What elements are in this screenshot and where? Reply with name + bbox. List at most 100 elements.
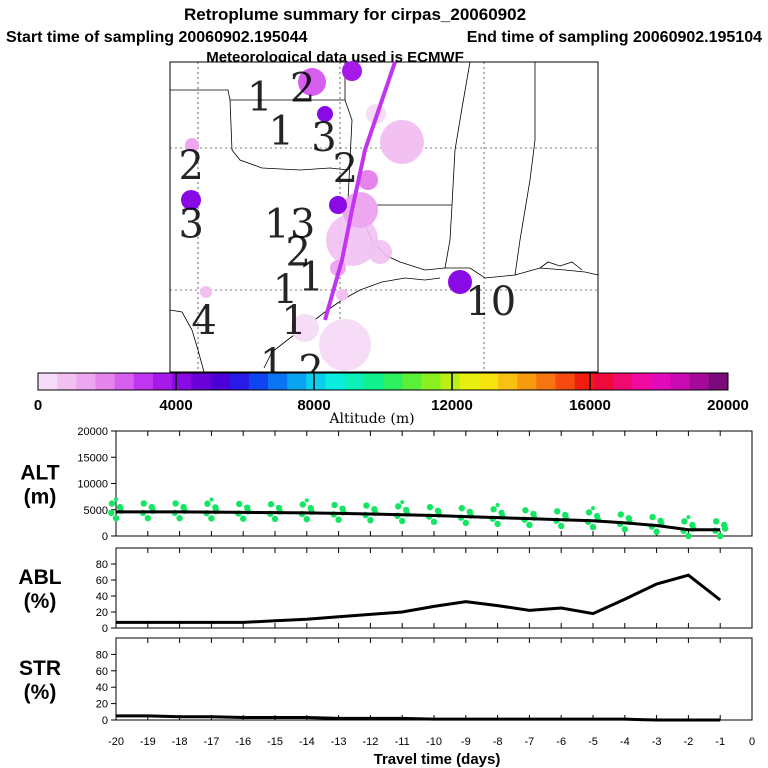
state-border-ms: [451, 61, 471, 206]
alt-scatter-point: [299, 501, 306, 508]
colorbar-cell: [593, 373, 614, 390]
alt-scatter-point: [395, 503, 402, 510]
alt-scatter-point: [303, 516, 310, 523]
y-tick-label: 40: [96, 682, 108, 694]
florida-panhandle: [539, 261, 583, 271]
y-tick-label: 40: [96, 591, 108, 603]
alt-scatter-point: [591, 506, 595, 511]
alt-scatter-point: [236, 500, 243, 508]
state-border-river: [344, 99, 452, 206]
y-tick-label: 0: [102, 715, 108, 727]
colorbar-tick-label: 16000: [569, 397, 611, 414]
colorbar-tick-label: 0: [34, 397, 42, 414]
panel-ylabel: ABL: [18, 566, 61, 589]
alt-scatter-point: [267, 501, 275, 508]
alt-scatter-point: [208, 515, 215, 522]
colorbar-label: Altitude (m): [328, 411, 414, 427]
colorbar-cell: [632, 373, 652, 390]
colorbar-cell: [689, 373, 710, 390]
figure-title: Retroplume summary for cirpas_20060902: [184, 5, 526, 24]
colorbar-cell: [268, 373, 288, 390]
x-tick-label: -9: [461, 736, 471, 748]
x-tick-label: -17: [203, 736, 219, 748]
colorbar-cell: [363, 373, 384, 390]
panel-frame: [115, 637, 753, 721]
alt-scatter-point: [400, 500, 405, 505]
alt-scatter-point: [585, 509, 593, 516]
colorbar-cell: [708, 373, 729, 390]
colorbar-cell: [306, 373, 326, 390]
colorbar-cell: [498, 373, 518, 390]
colorbar-cell: [421, 373, 441, 390]
plume-blob: [342, 61, 362, 81]
time-series-panels: 05000100001500020000ALT(m)020406080ABL(%…: [18, 426, 753, 727]
x-axis-label: Travel time (days): [374, 751, 501, 768]
map-marker-label: 4: [191, 298, 216, 344]
panel-ylabel-unit: (%): [24, 590, 57, 613]
panel-ylabel: STR: [19, 657, 61, 680]
x-tick-label: -13: [331, 736, 347, 748]
alt-scatter-point: [494, 520, 501, 528]
alt-scatter-point: [462, 519, 469, 527]
altitude-colorbar: 0 4000 8000 12000 16000 20000 Altitude (m): [34, 372, 749, 427]
sampling-start: Start time of sampling 20060902.195044: [6, 29, 308, 46]
plume-blob: [336, 289, 348, 301]
alt-scatter-point: [526, 521, 533, 529]
y-tick-label: 0: [102, 623, 108, 635]
alt-scatter-point: [717, 532, 724, 540]
x-tick-label: 0: [749, 736, 755, 748]
map-marker-label: 1: [281, 298, 306, 344]
colorbar-cell: [459, 373, 480, 390]
panel-ylabel-unit: (%): [24, 681, 57, 704]
x-tick-label: -3: [652, 736, 662, 748]
y-tick-label: 80: [96, 559, 108, 571]
y-tick-label: 20: [96, 699, 108, 711]
y-tick-label: 60: [96, 575, 108, 587]
alt-scatter-point: [558, 522, 565, 530]
colorbar-cell: [440, 373, 461, 390]
series-line-str: [116, 714, 721, 722]
x-tick-label: -4: [620, 736, 630, 748]
colorbar-cell: [478, 373, 499, 390]
alt-scatter-point: [617, 511, 624, 518]
colorbar-cell: [383, 373, 403, 390]
x-tick-label: -20: [108, 736, 124, 748]
alt-scatter-point: [331, 501, 338, 509]
x-tick-label: -1: [715, 736, 725, 748]
series-line-alt: [116, 510, 721, 532]
x-tick-label: -14: [299, 736, 315, 748]
colorbar-cell: [613, 373, 633, 390]
plume-blob: [368, 240, 392, 264]
map-marker-label: 2: [333, 146, 358, 192]
plume-blob: [185, 138, 199, 152]
colorbar-cell: [402, 373, 422, 390]
x-tick-label: -19: [140, 736, 156, 748]
rio-grande: [169, 309, 205, 373]
alt-scatter-point: [271, 515, 279, 523]
y-tick-label: 60: [96, 666, 108, 678]
colorbar-cell: [229, 373, 250, 390]
colorbar-ticks: 0 4000 8000 12000 16000 20000: [34, 373, 749, 414]
y-tick-label: 80: [96, 649, 108, 661]
alt-scatter-point: [621, 525, 628, 533]
alt-scatter-point: [240, 515, 247, 522]
x-tick-label: -15: [267, 736, 283, 748]
travel-time-axis: Travel time (days) -20 -19 -18 -17 -16 -15 -14…: [108, 736, 755, 768]
colorbar-cell: [574, 373, 595, 390]
map-marker-label: 1: [273, 267, 298, 313]
map-frame: [169, 61, 599, 373]
alt-scatter-point: [522, 507, 529, 514]
alt-scatter-point: [112, 514, 120, 522]
alt-scatter-point: [649, 513, 656, 521]
colorbar-cell: [325, 373, 346, 390]
colorbar-tick-label: 8000: [297, 397, 330, 414]
x-tick-label: -11: [395, 736, 410, 748]
y-tick-label: 20000: [77, 426, 108, 438]
plume-blob: [448, 270, 472, 294]
alt-scatter-point: [495, 503, 500, 508]
panel-ylabel: ALT: [20, 462, 59, 485]
alt-scatter-point: [367, 517, 374, 524]
colorbar-cell: [95, 373, 116, 390]
series-line-abl: [116, 573, 722, 624]
x-tick-label: -12: [362, 736, 378, 748]
